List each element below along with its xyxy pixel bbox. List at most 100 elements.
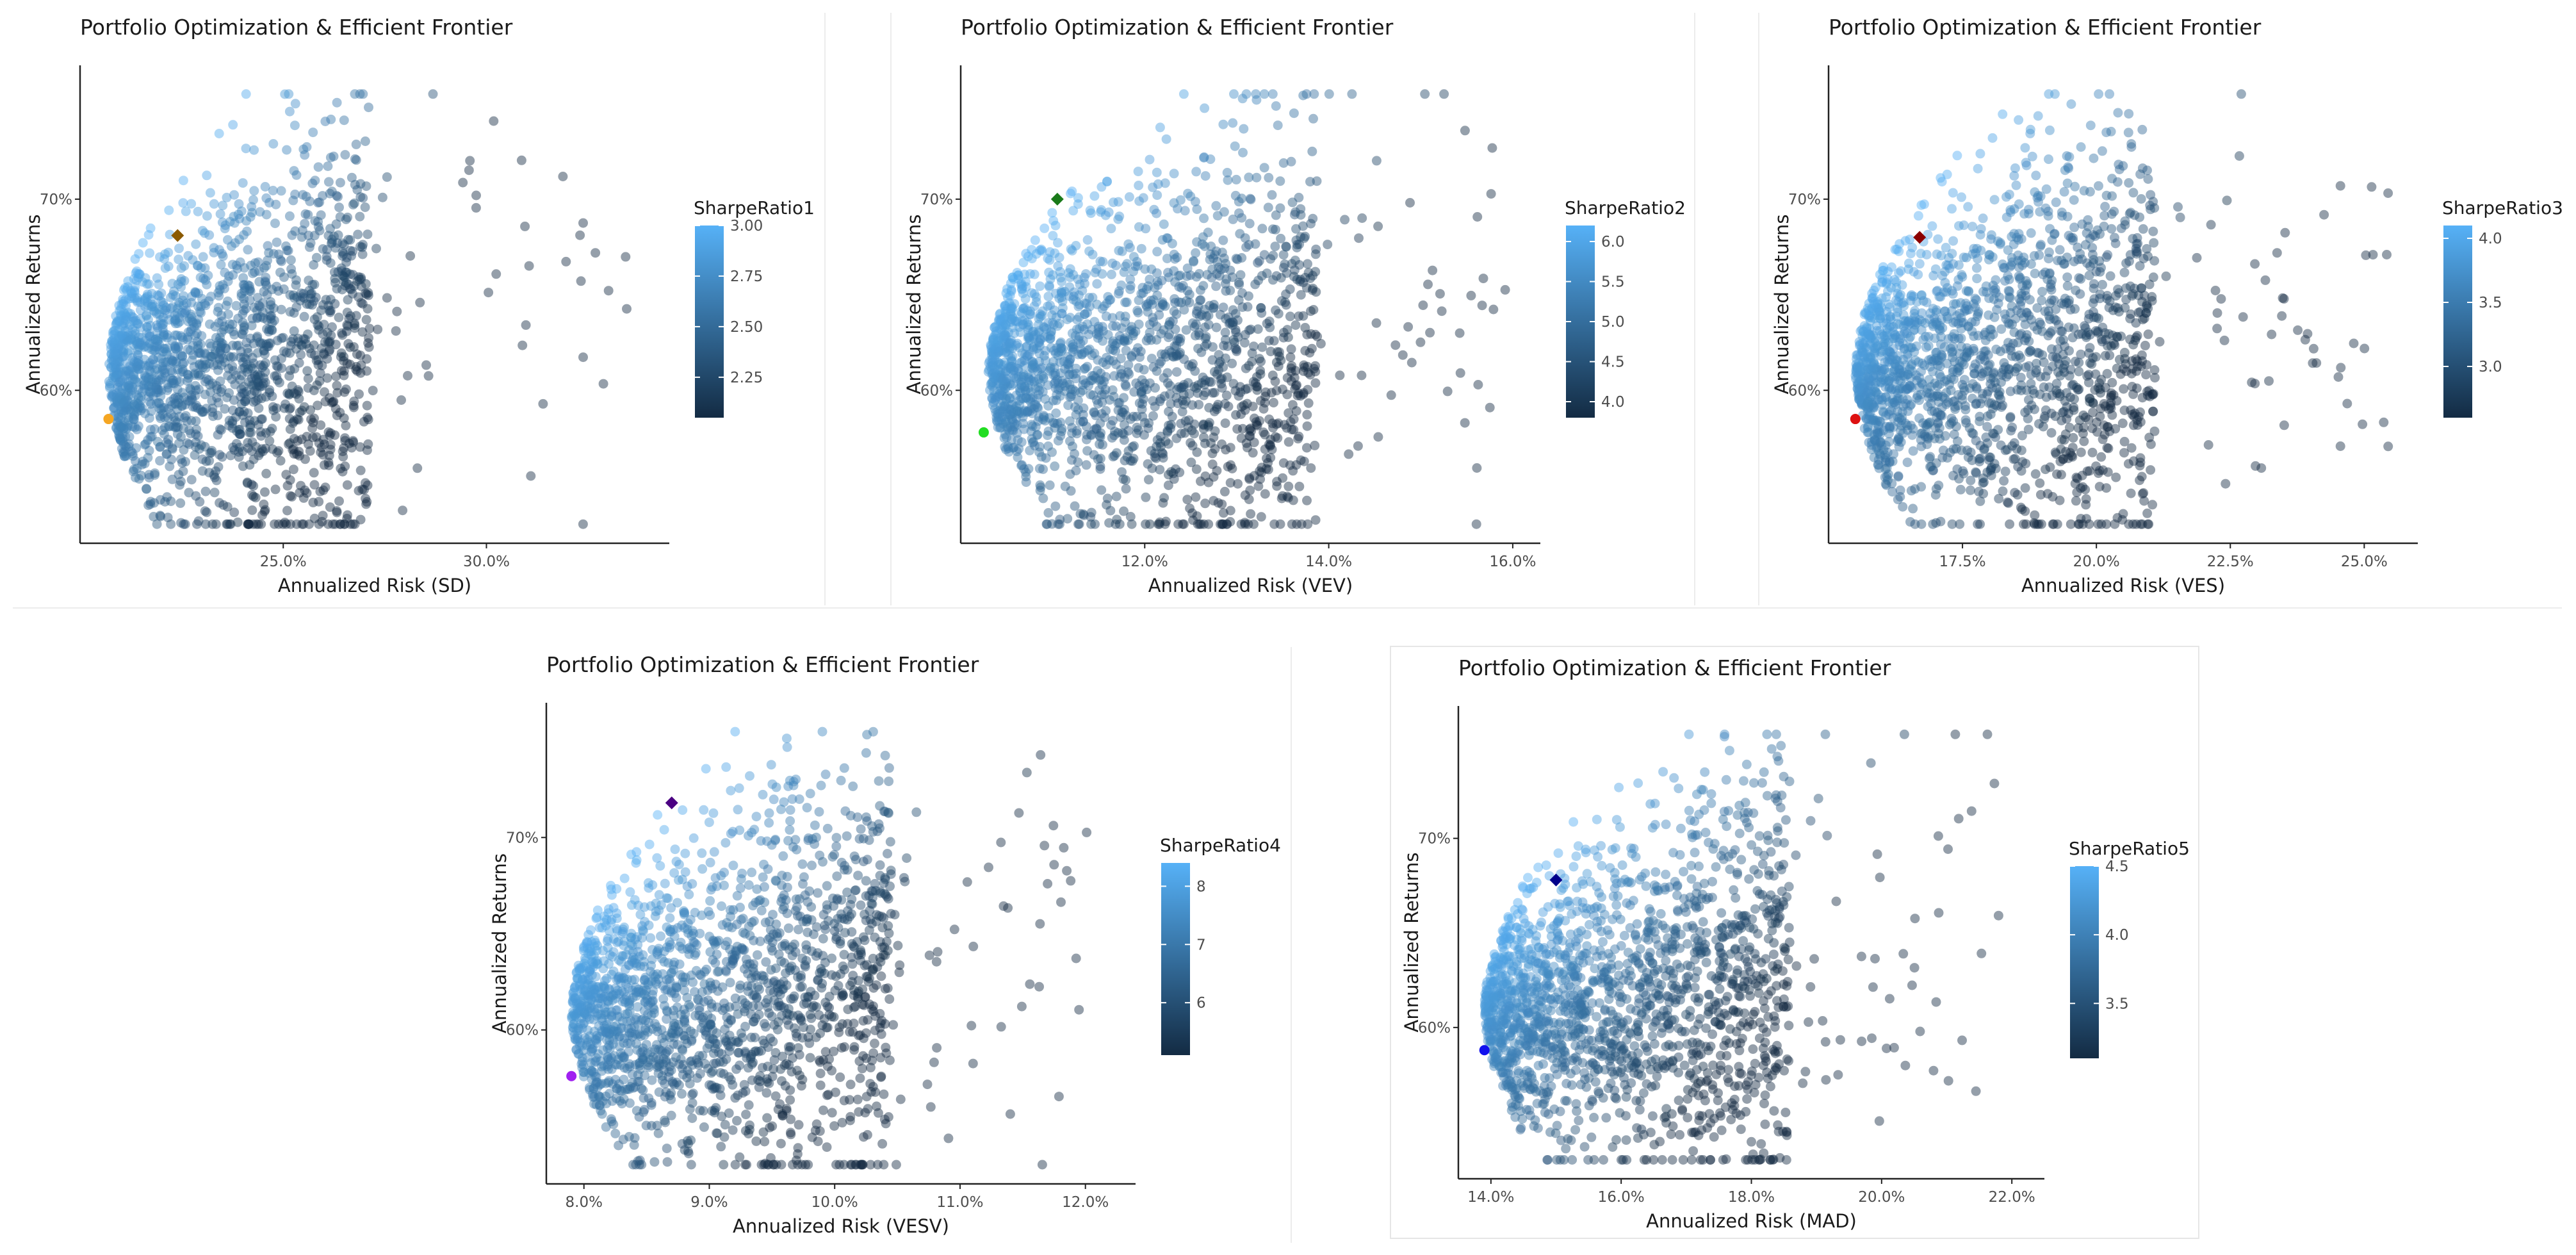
- scatter-point: [362, 366, 372, 376]
- scatter-point: [1020, 356, 1030, 365]
- scatter-point: [996, 316, 1006, 326]
- scatter-point: [1235, 270, 1246, 280]
- scatter-point: [377, 192, 387, 202]
- scatter-point: [1019, 361, 1029, 371]
- scatter-point: [1223, 175, 1233, 185]
- scatter-point: [1157, 448, 1167, 458]
- scatter-point: [284, 106, 295, 117]
- scatter-point: [1066, 455, 1077, 465]
- scatter-point: [1235, 229, 1245, 239]
- scatter-point: [428, 89, 438, 99]
- scatter-point: [355, 179, 366, 189]
- legend-tick-label: 2.50: [730, 319, 763, 336]
- scatter-point: [1869, 402, 1879, 413]
- scatter-point: [1268, 250, 1278, 261]
- scatter-point: [265, 388, 275, 398]
- scatter-point: [319, 349, 329, 359]
- scatter-point: [2147, 296, 2157, 306]
- scatter-point: [1296, 232, 1306, 242]
- scatter-point: [152, 364, 162, 374]
- scatter-point: [489, 116, 499, 126]
- scatter-point: [355, 89, 365, 99]
- scatter-point: [1891, 400, 1901, 410]
- scatter-point: [1861, 343, 1871, 352]
- scatter-point: [1024, 349, 1034, 359]
- scatter-point: [995, 364, 1006, 374]
- scatter-point: [2073, 242, 2083, 252]
- scatter-point: [115, 391, 125, 402]
- scatter-point: [1215, 357, 1225, 366]
- scatter-point: [1137, 283, 1148, 293]
- scatter-point: [1893, 434, 1903, 445]
- scatter-point: [988, 397, 999, 407]
- scatter-point: [318, 191, 328, 201]
- scatter-point: [1949, 429, 1959, 439]
- scatter-point: [249, 491, 259, 502]
- scatter-point: [1864, 330, 1875, 340]
- scatter-point: [1120, 333, 1130, 343]
- scatter-point: [323, 161, 333, 171]
- scatter-point: [118, 356, 129, 366]
- scatter-point: [247, 446, 257, 456]
- scatter-point: [997, 314, 1007, 324]
- scatter-point: [193, 315, 204, 325]
- scatter-point: [1975, 453, 1985, 463]
- scatter-point: [185, 345, 195, 356]
- scatter-point: [1923, 434, 1933, 444]
- scatter-point: [1926, 461, 1936, 472]
- scatter-point: [1095, 439, 1105, 449]
- scatter-point: [993, 422, 1003, 432]
- scatter-point: [2087, 423, 2098, 434]
- scatter-point: [265, 304, 275, 315]
- scatter-point: [233, 313, 243, 324]
- scatter-point: [1963, 321, 1973, 331]
- scatter-point: [1866, 313, 1877, 323]
- scatter-point: [336, 352, 346, 362]
- scatter-point: [117, 320, 127, 331]
- scatter-point: [1018, 288, 1028, 299]
- scatter-point: [124, 401, 134, 411]
- scatter-point: [1900, 236, 1911, 246]
- scatter-point: [2040, 267, 2050, 277]
- scatter-point: [2128, 364, 2137, 374]
- scatter-point: [306, 414, 316, 425]
- scatter-point: [1293, 388, 1303, 398]
- scatter-point: [1955, 356, 1965, 366]
- scatter-point: [2069, 256, 2079, 267]
- scatter-point: [1140, 264, 1150, 274]
- scatter-point: [2053, 320, 2064, 330]
- scatter-point: [1920, 360, 1929, 370]
- scatter-point: [129, 293, 140, 303]
- scatter-point: [227, 423, 238, 433]
- scatter-point: [1168, 351, 1178, 361]
- scatter-point: [1106, 420, 1116, 430]
- scatter-point: [214, 245, 224, 255]
- x-axis-label: Annualized Risk (SD): [278, 575, 471, 596]
- scatter-point: [993, 391, 1004, 401]
- scatter-point: [168, 356, 178, 366]
- scatter-point: [1177, 395, 1187, 406]
- scatter-point: [2125, 281, 2135, 291]
- scatter-point: [245, 212, 256, 222]
- scatter-point: [1171, 464, 1181, 474]
- scatter-point: [1311, 244, 1321, 254]
- scatter-point: [2022, 308, 2032, 318]
- scatter-point: [249, 454, 259, 464]
- scatter-point: [1979, 367, 1989, 377]
- scatter-point: [1007, 409, 1017, 419]
- scatter-point: [1217, 519, 1227, 529]
- scatter-point: [337, 284, 347, 295]
- scatter-point: [217, 316, 227, 327]
- scatter-point: [1897, 384, 1907, 394]
- scatter-point: [176, 263, 186, 273]
- scatter-point: [1256, 512, 1266, 522]
- scatter-point: [175, 316, 185, 327]
- scatter-point: [1903, 316, 1914, 327]
- scatter-point: [1086, 507, 1096, 518]
- scatter-point: [232, 517, 243, 527]
- scatter-point: [1096, 485, 1107, 495]
- scatter-point: [2142, 360, 2152, 370]
- scatter-point: [1200, 171, 1211, 181]
- scatter-point: [183, 373, 193, 383]
- scatter-point: [1034, 349, 1045, 358]
